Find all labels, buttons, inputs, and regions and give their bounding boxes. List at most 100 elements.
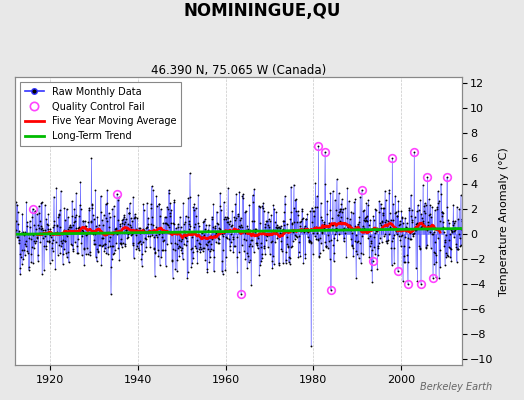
Point	[157, 247, 166, 253]
Point	[439, 209, 447, 216]
Point	[170, 247, 179, 254]
Point	[46, 232, 54, 238]
Point	[445, 220, 453, 227]
Point	[109, 243, 117, 250]
Point	[35, 203, 43, 209]
Point	[258, 251, 266, 257]
Point	[256, 261, 265, 268]
Point	[239, 229, 248, 236]
Point	[90, 216, 98, 222]
Point	[12, 218, 20, 224]
Point	[62, 230, 70, 237]
Point	[222, 254, 231, 260]
Point	[434, 188, 442, 195]
Point	[441, 239, 450, 245]
Point	[405, 244, 413, 250]
Point	[336, 214, 345, 220]
Point	[361, 217, 369, 224]
Point	[324, 238, 333, 244]
Point	[402, 228, 410, 234]
Point	[441, 262, 449, 268]
Point	[325, 223, 334, 229]
Point	[106, 234, 115, 240]
Point	[37, 200, 45, 207]
Point	[365, 254, 374, 260]
Point	[161, 262, 170, 269]
Point	[18, 260, 26, 267]
Point	[108, 206, 116, 212]
Point	[266, 217, 275, 224]
Point	[180, 228, 189, 234]
Point	[298, 208, 307, 214]
Point	[342, 226, 350, 232]
Point	[329, 242, 337, 248]
Point	[376, 234, 384, 241]
Point	[103, 187, 111, 194]
Point	[404, 259, 412, 266]
Point	[294, 249, 303, 255]
Point	[121, 219, 129, 226]
Point	[412, 221, 421, 227]
Point	[53, 222, 61, 229]
Point	[92, 254, 100, 260]
Point	[299, 215, 307, 222]
Point	[188, 245, 196, 251]
Point	[93, 214, 102, 220]
Point	[89, 212, 97, 218]
Point	[371, 250, 379, 257]
Point	[182, 235, 190, 242]
Point	[423, 224, 432, 230]
Point	[173, 241, 181, 247]
Point	[357, 250, 365, 256]
Point	[220, 230, 228, 236]
Point	[54, 212, 63, 218]
Point	[425, 212, 433, 218]
Point	[336, 206, 344, 212]
Point	[313, 230, 322, 236]
Point	[345, 198, 353, 204]
Point	[195, 240, 203, 246]
Point	[71, 214, 79, 221]
Point	[102, 201, 110, 207]
Point	[15, 240, 23, 247]
Point	[361, 217, 369, 223]
Point	[170, 220, 178, 227]
Point	[317, 240, 325, 246]
Point	[343, 224, 352, 230]
Point	[418, 215, 426, 221]
Point	[414, 242, 423, 249]
Point	[457, 226, 465, 232]
Point	[113, 231, 121, 237]
Point	[389, 244, 398, 251]
Point	[349, 252, 357, 259]
Point	[23, 219, 31, 226]
Point	[268, 265, 277, 272]
Point	[97, 209, 105, 215]
Point	[14, 221, 23, 227]
Point	[126, 215, 135, 222]
Point	[217, 207, 225, 213]
Point	[113, 230, 122, 236]
Point	[115, 257, 123, 264]
Point	[43, 222, 52, 229]
Point	[378, 218, 386, 225]
Point	[138, 251, 146, 258]
Point	[58, 231, 66, 238]
Point	[418, 222, 427, 229]
Point	[74, 236, 82, 243]
Point	[384, 236, 392, 243]
Point	[271, 239, 279, 246]
Point	[346, 216, 354, 222]
Point	[195, 241, 204, 248]
Point	[345, 223, 353, 229]
Point	[293, 208, 302, 215]
Point	[146, 244, 154, 250]
Point	[301, 216, 310, 222]
Point	[50, 222, 59, 228]
Point	[75, 225, 83, 232]
Point	[261, 221, 269, 228]
Point	[252, 231, 260, 237]
Point	[290, 236, 299, 242]
Point	[104, 250, 112, 257]
Point	[279, 218, 288, 224]
